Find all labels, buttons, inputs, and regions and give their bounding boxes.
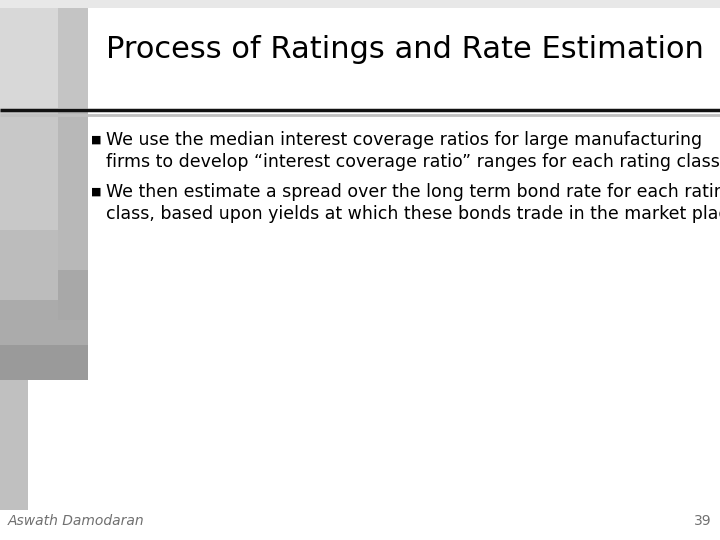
Text: ■: ■ xyxy=(91,187,102,197)
Text: We then estimate a spread over the long term bond rate for each ratings: We then estimate a spread over the long … xyxy=(106,183,720,201)
Text: firms to develop “interest coverage ratio” ranges for each rating class.: firms to develop “interest coverage rati… xyxy=(106,153,720,171)
Text: 39: 39 xyxy=(694,514,712,528)
Bar xyxy=(0,300,88,345)
Text: ■: ■ xyxy=(91,135,102,145)
Bar xyxy=(58,110,88,270)
Text: Process of Ratings and Rate Estimation: Process of Ratings and Rate Estimation xyxy=(106,36,704,64)
Bar xyxy=(0,230,88,300)
Bar xyxy=(0,110,88,230)
Text: We use the median interest coverage ratios for large manufacturing: We use the median interest coverage rati… xyxy=(106,131,702,149)
Bar xyxy=(0,0,720,8)
Text: Aswath Damodaran: Aswath Damodaran xyxy=(8,514,145,528)
Bar xyxy=(58,0,88,108)
Text: class, based upon yields at which these bonds trade in the market place.: class, based upon yields at which these … xyxy=(106,205,720,223)
Bar xyxy=(0,0,88,110)
Bar xyxy=(0,380,28,510)
Bar xyxy=(0,345,88,380)
Bar xyxy=(58,270,88,320)
